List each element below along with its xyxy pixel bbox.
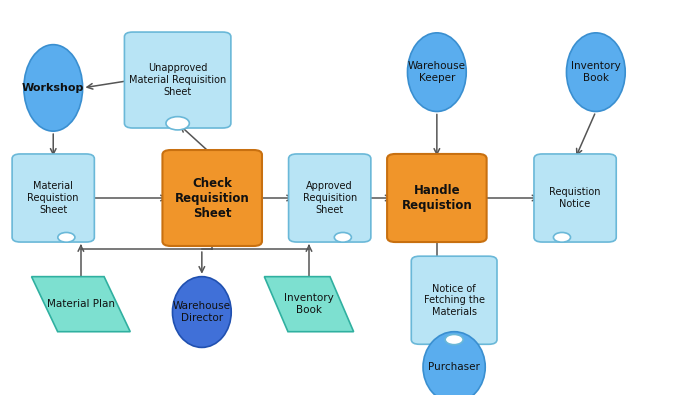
Text: Unapproved
Material Requisition
Sheet: Unapproved Material Requisition Sheet: [129, 63, 226, 97]
Ellipse shape: [407, 33, 466, 112]
Ellipse shape: [173, 277, 231, 347]
Ellipse shape: [566, 33, 625, 112]
Text: Approved
Requisition
Sheet: Approved Requisition Sheet: [303, 181, 357, 215]
Text: Purchaser: Purchaser: [428, 362, 480, 372]
Circle shape: [553, 232, 570, 242]
Text: Requistion
Notice: Requistion Notice: [550, 187, 601, 209]
FancyBboxPatch shape: [12, 154, 94, 242]
FancyBboxPatch shape: [124, 32, 231, 128]
Polygon shape: [264, 277, 354, 332]
FancyBboxPatch shape: [412, 256, 497, 344]
Text: Warehouse
Keeper: Warehouse Keeper: [408, 61, 466, 83]
Circle shape: [166, 117, 189, 130]
Text: Notice of
Fetching the
Materials: Notice of Fetching the Materials: [423, 284, 484, 317]
Polygon shape: [31, 277, 130, 332]
Text: Check
Requisition
Sheet: Check Requisition Sheet: [175, 177, 250, 219]
Text: Workshop: Workshop: [22, 83, 85, 93]
Circle shape: [335, 232, 351, 242]
Circle shape: [58, 232, 75, 242]
Ellipse shape: [423, 332, 485, 396]
Circle shape: [445, 335, 463, 345]
Text: Warehouse
Director: Warehouse Director: [173, 301, 231, 323]
Text: Inventory
Book: Inventory Book: [284, 293, 334, 315]
Text: Material
Requistion
Sheet: Material Requistion Sheet: [28, 181, 79, 215]
FancyBboxPatch shape: [162, 150, 262, 246]
Text: Handle
Requistion: Handle Requistion: [402, 184, 472, 212]
FancyBboxPatch shape: [387, 154, 486, 242]
Text: Inventory
Book: Inventory Book: [571, 61, 620, 83]
Text: Material Plan: Material Plan: [47, 299, 115, 309]
FancyBboxPatch shape: [534, 154, 616, 242]
FancyBboxPatch shape: [289, 154, 371, 242]
Ellipse shape: [24, 45, 83, 131]
